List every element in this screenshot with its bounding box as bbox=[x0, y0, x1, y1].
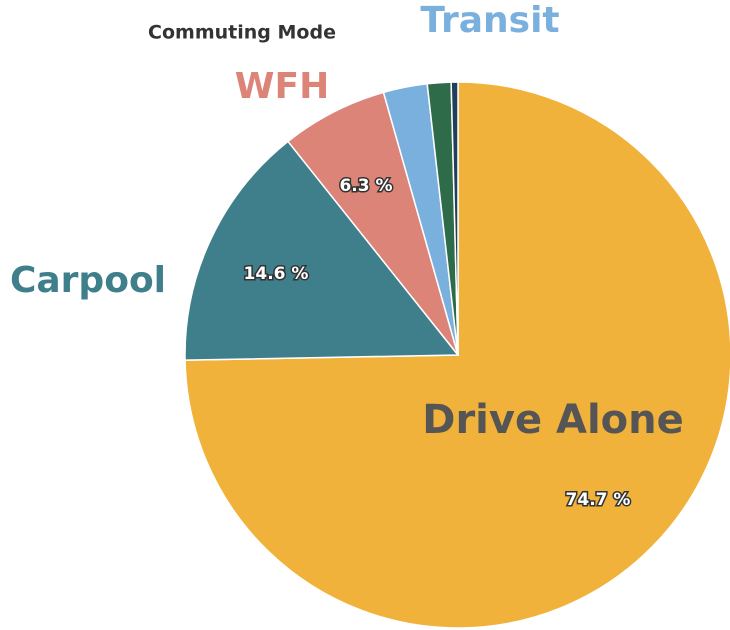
value-label: 14.6 % bbox=[244, 264, 309, 284]
value-label: 6.3 % bbox=[339, 176, 392, 196]
category-label: WFH bbox=[235, 66, 329, 107]
category-label: Drive Alone bbox=[422, 397, 684, 443]
pie-slice bbox=[184, 140, 460, 361]
category-label: Transit bbox=[420, 0, 559, 41]
pie-slice bbox=[184, 81, 730, 629]
pie-slice bbox=[450, 81, 459, 356]
category-label: Carpool bbox=[10, 260, 166, 301]
value-label: 74.7 % bbox=[566, 490, 631, 510]
chart-title: Commuting Mode bbox=[148, 22, 336, 44]
